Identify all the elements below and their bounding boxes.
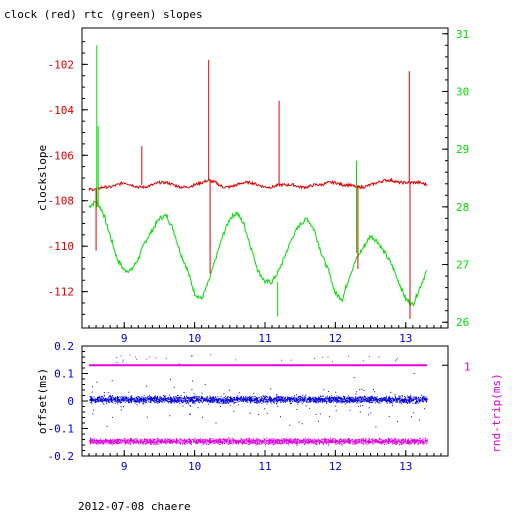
- top-xtick-label: 12: [329, 332, 342, 345]
- bottom-ytick-label: 0.2: [54, 340, 74, 353]
- top-ytick-label: -112: [48, 286, 75, 299]
- bottom-xtick-label: 10: [188, 460, 201, 473]
- top-ytick-label: -108: [48, 195, 75, 208]
- bottom-xtick-label: 9: [121, 460, 128, 473]
- top-chart: 9 10 11 12 13 -102 -104 -106 -108 -110 -112 31 30 29 2…: [36, 27, 469, 345]
- top-y2tick-label: 29: [456, 143, 469, 156]
- top-ytick-label: -102: [48, 58, 75, 71]
- top-ytick-label: -110: [48, 240, 75, 253]
- series-rtc-line: [88, 199, 428, 307]
- top-xtick-label: 9: [121, 332, 128, 345]
- bottom-y2tick-label: 1: [464, 360, 471, 373]
- top-y2tick-label: 28: [456, 201, 469, 214]
- top-xtick-label: 10: [188, 332, 201, 345]
- top-ytick-label: -106: [48, 149, 75, 162]
- rnd-trip-outliers: [116, 354, 399, 365]
- bottom-y2label: rnd-trip(ms): [490, 373, 503, 452]
- series-clock-line: [88, 177, 428, 192]
- bottom-xtick-label: 12: [329, 460, 342, 473]
- bottom-ytick-label: 0.1: [54, 368, 74, 381]
- bottom-xtick-label: 11: [258, 460, 271, 473]
- footer-label: 2012-07-08 chaere: [78, 500, 191, 512]
- top-chart-title: clock (red) rtc (green) slopes: [4, 8, 203, 21]
- top-y2tick-label: 26: [456, 316, 469, 329]
- offset-points: [89, 394, 428, 405]
- top-ylabel: clockslope: [36, 145, 49, 211]
- bottom-xtick-label: 13: [399, 460, 412, 473]
- top-ytick-label: -104: [48, 104, 75, 117]
- offset-outliers: [91, 373, 426, 428]
- top-xtick-label: 13: [399, 332, 412, 345]
- bottom-chart: 9 10 11 12 13 0.2 0.1 0 -0.1 -0.2 1 offset(ms) rnd-t…: [36, 340, 503, 473]
- bottom-ytick-label: 0: [67, 395, 74, 408]
- top-y2tick-label: 30: [456, 85, 469, 98]
- top-y2tick-label: 27: [456, 259, 469, 272]
- rnd-trip-low-points: [89, 437, 428, 446]
- bottom-ylabel: offset(ms): [36, 368, 49, 434]
- top-y2tick-label: 31: [456, 28, 469, 41]
- bottom-ytick-label: -0.2: [48, 450, 75, 463]
- bottom-ytick-label: -0.1: [48, 423, 75, 436]
- top-xtick-label: 11: [258, 332, 271, 345]
